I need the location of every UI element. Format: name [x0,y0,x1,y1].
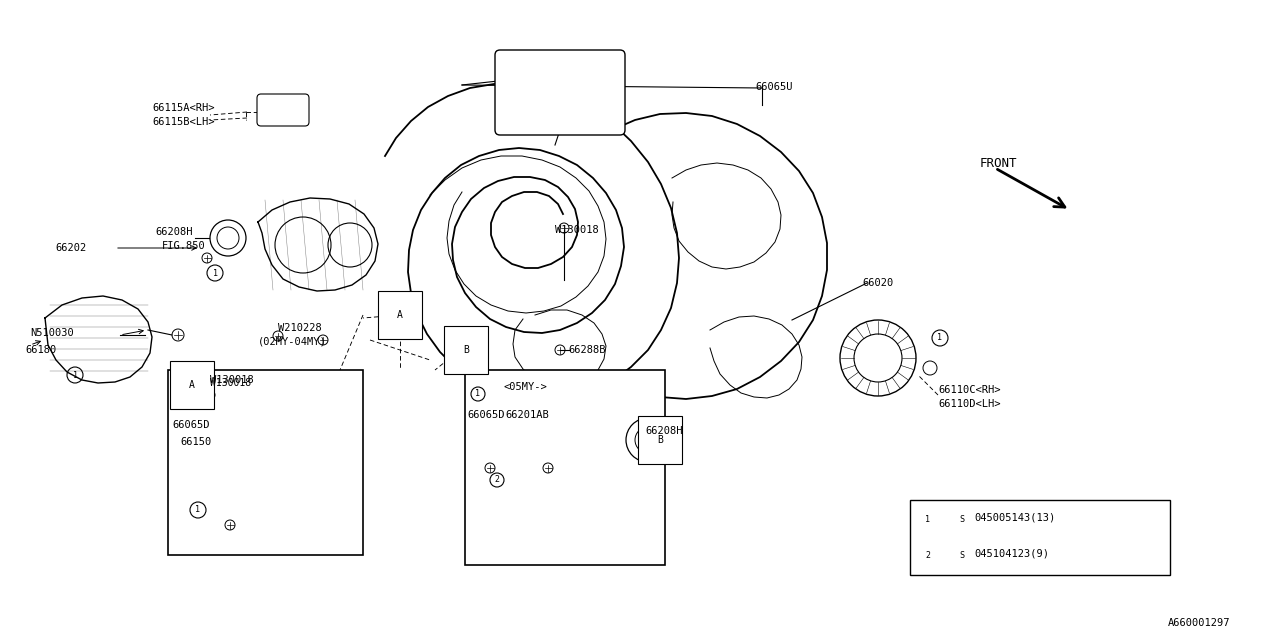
Text: W130018: W130018 [210,378,251,388]
Text: A660001297: A660001297 [1167,618,1230,628]
Text: 1: 1 [475,390,480,399]
Text: <05MY->: <05MY-> [503,382,547,392]
Text: 66180: 66180 [26,345,56,355]
Text: 2: 2 [494,476,499,484]
Text: 66115B<LH>: 66115B<LH> [152,117,215,127]
Bar [168,370,364,555]
Text: 1: 1 [937,333,942,342]
Text: W130018: W130018 [556,225,599,235]
Text: (02MY-04MY): (02MY-04MY) [259,337,326,347]
Text: 66208H: 66208H [155,227,192,237]
Text: 66110D<LH>: 66110D<LH> [938,399,1001,409]
Text: B: B [463,345,468,355]
Text: B: B [657,435,663,445]
Text: W130018: W130018 [210,375,253,385]
Text: S: S [960,515,965,524]
FancyBboxPatch shape [257,94,308,126]
Text: 66208H: 66208H [645,426,682,436]
Text: 66288B: 66288B [568,345,605,355]
Text: 1: 1 [212,269,218,278]
Bar [465,370,666,565]
Text: A: A [189,380,195,390]
Text: 66110C<RH>: 66110C<RH> [938,385,1001,395]
Text: 1: 1 [196,506,201,515]
FancyBboxPatch shape [495,50,625,135]
Text: 66201AB: 66201AB [506,410,549,420]
Text: 66202: 66202 [55,243,86,253]
Text: 66115A<RH>: 66115A<RH> [152,103,215,113]
Text: 1: 1 [73,371,78,380]
Text: 045005143(13): 045005143(13) [974,512,1055,522]
Text: 66065U: 66065U [755,82,792,92]
Text: N510030: N510030 [29,328,74,338]
Text: S: S [960,552,965,561]
Text: 2: 2 [925,552,931,561]
Text: 66150: 66150 [180,437,211,447]
Text: 66065D: 66065D [467,410,504,420]
Text: W210228: W210228 [278,323,321,333]
Text: 045104123(9): 045104123(9) [974,549,1050,559]
Bar [910,500,1170,575]
Text: A: A [397,310,403,320]
Text: FIG.850: FIG.850 [163,241,206,251]
Text: 1: 1 [925,515,931,524]
Text: FRONT: FRONT [980,157,1018,170]
Text: 66020: 66020 [861,278,893,288]
Text: 66065D: 66065D [172,420,210,430]
